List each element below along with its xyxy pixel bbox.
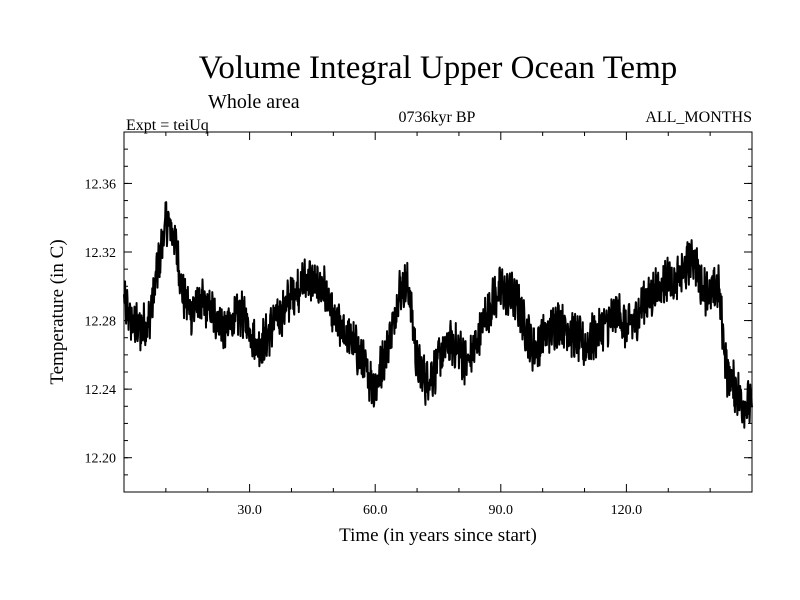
experiment-label: Expt = teiUq — [126, 117, 209, 134]
x-tick-label: 90.0 — [489, 503, 514, 518]
x-tick-label: 120.0 — [611, 503, 643, 518]
x-tick-label: 60.0 — [363, 503, 388, 518]
chart-title: Volume Integral Upper Ocean Temp — [199, 50, 677, 86]
period-label: 0736kyr BP — [399, 109, 476, 126]
y-tick-label: 12.36 — [85, 177, 117, 192]
chart-subtitle: Whole area — [208, 91, 300, 113]
y-tick-label: 12.20 — [85, 452, 117, 467]
x-tick-label: 30.0 — [237, 503, 262, 518]
y-tick-label: 12.28 — [85, 315, 117, 330]
temperature-series-line — [123, 201, 753, 429]
plot-frame — [123, 131, 753, 493]
y-tick-label: 12.24 — [85, 383, 117, 398]
y-tick-label: 12.32 — [85, 246, 117, 261]
x-axis-label: Time (in years since start) — [339, 525, 537, 546]
plot-area: 12.20 12.24 12.28 12.32 12.36 30.0 60.0 90.0 120… — [85, 131, 753, 518]
y-axis-label: Temperature (in C) — [47, 239, 68, 384]
months-label: ALL_MONTHS — [645, 109, 752, 126]
